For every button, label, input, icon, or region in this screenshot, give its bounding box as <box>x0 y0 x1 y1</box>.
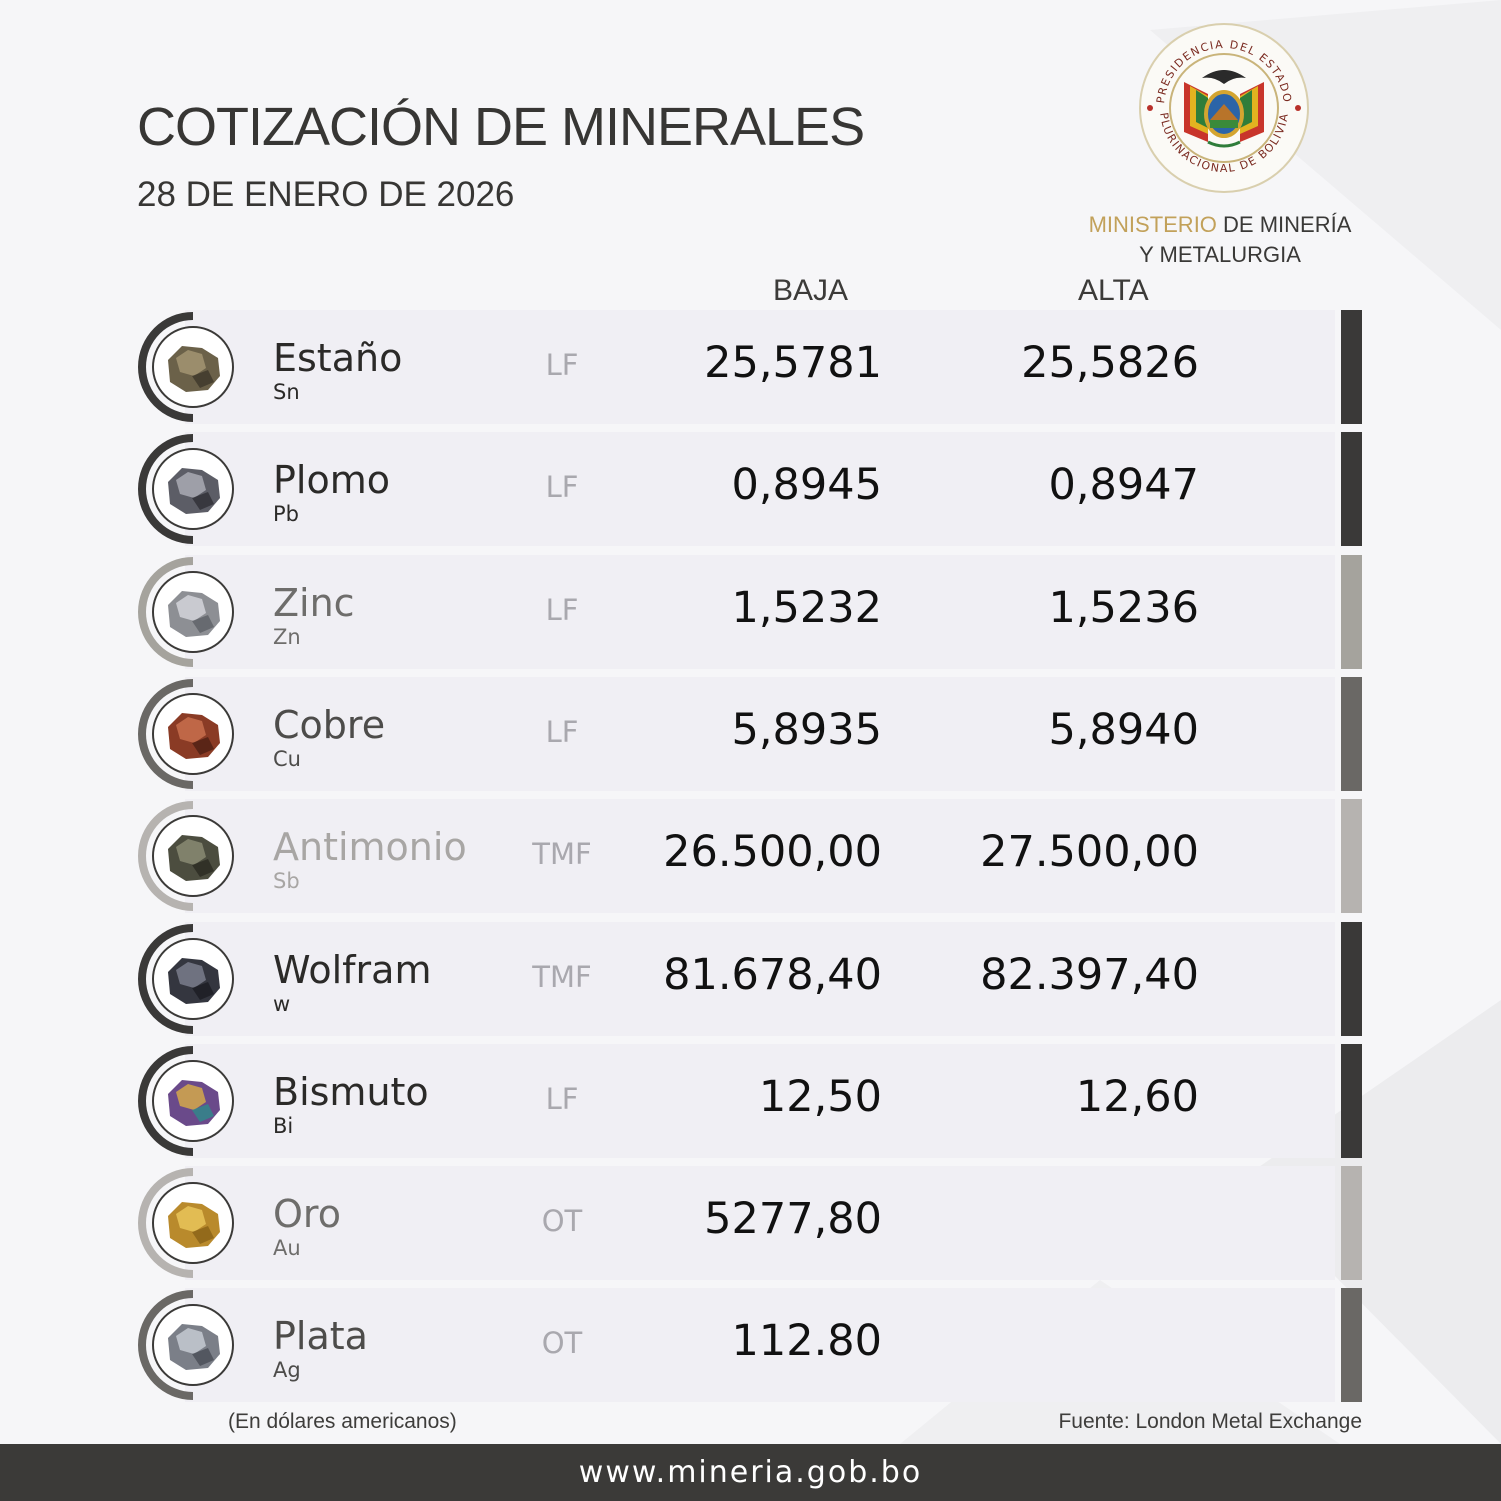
mineral-symbol: Au <box>273 1236 301 1260</box>
price-high: 1,5236 <box>1048 583 1199 633</box>
mineral-name: Antimonio <box>273 825 467 869</box>
price-low: 5277,80 <box>704 1194 882 1244</box>
price-high: 0,8947 <box>1048 460 1199 510</box>
mineral-name: Plomo <box>273 458 390 502</box>
wolfram-ore-icon <box>138 924 234 1034</box>
row-accent-bar <box>1341 555 1362 669</box>
mineral-unit: LF <box>545 348 579 382</box>
table-row: Wolfram w TMF 81.678,40 82.397,40 <box>0 922 1501 1036</box>
price-low: 1,5232 <box>731 583 882 633</box>
row-background <box>185 432 1335 546</box>
mineral-symbol: Pb <box>273 502 299 526</box>
price-low: 26.500,00 <box>663 827 882 877</box>
bolivia-coat-of-arms-icon: PRESIDENCIA DEL ESTADO PLURINACIONAL DE … <box>1139 23 1309 193</box>
table-row: Cobre Cu LF 5,8935 5,8940 <box>0 677 1501 791</box>
row-background <box>185 1288 1335 1402</box>
row-accent-bar <box>1341 922 1362 1036</box>
page-date: 28 DE ENERO DE 2026 <box>137 175 515 214</box>
row-background <box>185 799 1335 913</box>
mineral-name: Estaño <box>273 336 403 380</box>
price-low: 112.80 <box>731 1316 882 1366</box>
antimony-ore-icon <box>138 801 234 911</box>
row-accent-bar <box>1341 677 1362 791</box>
row-background <box>185 922 1335 1036</box>
price-high: 27.500,00 <box>980 827 1199 877</box>
copper-ore-icon <box>138 679 234 789</box>
row-accent-bar <box>1341 1288 1362 1402</box>
zinc-ore-icon <box>138 557 234 667</box>
mineral-symbol: Cu <box>273 747 301 771</box>
table-row: Plomo Pb LF 0,8945 0,8947 <box>0 432 1501 546</box>
mineral-unit: TMF <box>532 960 592 994</box>
row-background <box>185 555 1335 669</box>
table-row: Oro Au OT 5277,80 <box>0 1166 1501 1280</box>
mineral-unit: LF <box>545 593 579 627</box>
lead-ore-icon <box>138 434 234 544</box>
mineral-name: Oro <box>273 1192 341 1236</box>
mineral-symbol: w <box>273 992 291 1016</box>
column-header-high: ALTA <box>1078 274 1149 307</box>
table-row: Bismuto Bi LF 12,50 12,60 <box>0 1044 1501 1158</box>
mineral-symbol: Sn <box>273 380 300 404</box>
mineral-unit: LF <box>545 715 579 749</box>
row-background <box>185 1166 1335 1280</box>
mineral-unit: LF <box>545 470 579 504</box>
mineral-name: Wolfram <box>273 948 432 992</box>
mineral-unit: OT <box>541 1326 583 1360</box>
row-background <box>185 677 1335 791</box>
price-low: 5,8935 <box>731 705 882 755</box>
mineral-name: Cobre <box>273 703 386 747</box>
ministry-line1-rest: DE MINERÍA <box>1223 212 1352 237</box>
mineral-symbol: Bi <box>273 1114 294 1138</box>
row-accent-bar <box>1341 1166 1362 1280</box>
row-accent-bar <box>1341 310 1362 424</box>
row-accent-bar <box>1341 432 1362 546</box>
footer-url[interactable]: www.mineria.gob.bo <box>578 1455 923 1490</box>
page-title: COTIZACIÓN DE MINERALES <box>137 97 865 157</box>
row-accent-bar <box>1341 1044 1362 1158</box>
price-high: 12,60 <box>1075 1072 1199 1122</box>
mineral-unit: LF <box>545 1082 579 1116</box>
price-low: 25,5781 <box>704 338 882 388</box>
gold-nugget-icon <box>138 1168 234 1278</box>
row-background <box>185 310 1335 424</box>
table-row: Plata Ag OT 112.80 <box>0 1288 1501 1402</box>
mineral-unit: OT <box>541 1204 583 1238</box>
mineral-name: Plata <box>273 1314 368 1358</box>
silver-ore-icon <box>138 1290 234 1400</box>
mineral-name: Bismuto <box>273 1070 429 1114</box>
mineral-unit: TMF <box>532 837 592 871</box>
currency-note: (En dólares americanos) <box>228 1410 457 1433</box>
mineral-symbol: Ag <box>273 1358 301 1382</box>
price-high: 5,8940 <box>1048 705 1199 755</box>
mineral-symbol: Sb <box>273 869 300 893</box>
table-row: Estaño Sn LF 25,5781 25,5826 <box>0 310 1501 424</box>
ministry-line2: Y METALURGIA <box>1139 242 1301 267</box>
footer-bar: www.mineria.gob.bo <box>0 1444 1501 1501</box>
price-high: 82.397,40 <box>980 950 1199 1000</box>
price-low: 81.678,40 <box>663 950 882 1000</box>
mineral-name: Zinc <box>273 581 355 625</box>
row-accent-bar <box>1341 799 1362 913</box>
price-high: 25,5826 <box>1021 338 1199 388</box>
bismuth-crystal-icon <box>138 1046 234 1156</box>
price-low: 12,50 <box>758 1072 882 1122</box>
table-row: Antimonio Sb TMF 26.500,00 27.500,00 <box>0 799 1501 913</box>
mineral-symbol: Zn <box>273 625 301 649</box>
column-header-low: BAJA <box>773 274 849 307</box>
tin-ore-icon <box>138 312 234 422</box>
row-background <box>185 1044 1335 1158</box>
price-low: 0,8945 <box>731 460 882 510</box>
table-row: Zinc Zn LF 1,5232 1,5236 <box>0 555 1501 669</box>
source-note: Fuente: London Metal Exchange <box>1058 1410 1362 1433</box>
ministry-name: MINISTERIO DE MINERÍA Y METALURGIA <box>1060 210 1380 270</box>
ministry-line1-highlight: MINISTERIO <box>1088 212 1217 237</box>
